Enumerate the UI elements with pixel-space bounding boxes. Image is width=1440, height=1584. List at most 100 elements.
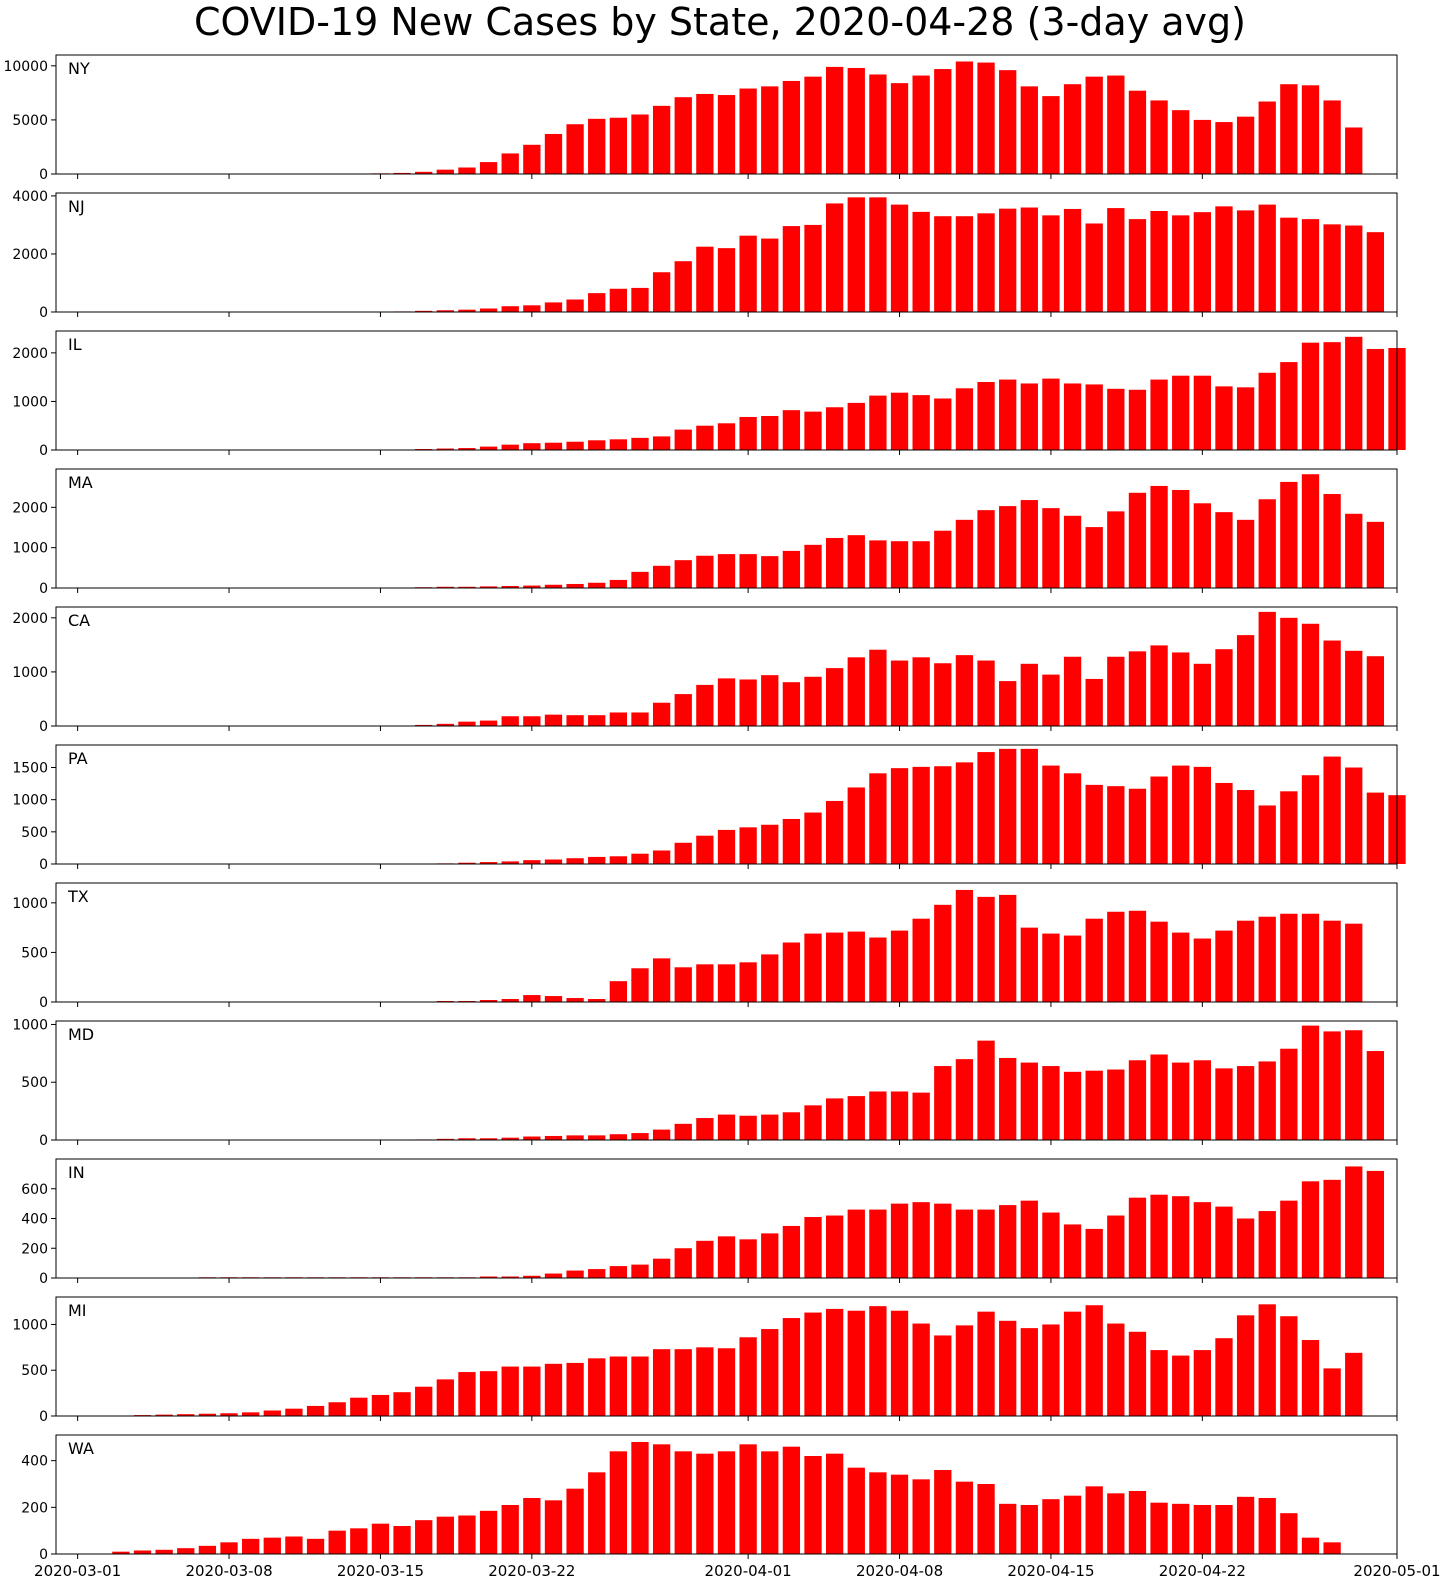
bar (761, 824, 779, 864)
bar (782, 80, 801, 174)
bar (479, 1510, 498, 1554)
bar (934, 1335, 952, 1416)
bar (999, 379, 1017, 450)
bar (696, 1240, 714, 1278)
bar (804, 224, 822, 312)
y-tick-label: 0 (39, 1547, 48, 1563)
state-label: NY (68, 59, 90, 78)
bar (739, 416, 757, 450)
bar (1128, 1491, 1147, 1554)
plot-frame (55, 744, 1398, 865)
bar (458, 1372, 476, 1416)
bar (1128, 1197, 1147, 1278)
bar (1280, 1316, 1298, 1416)
bar (566, 441, 584, 450)
bar (458, 862, 476, 864)
bar (1236, 1066, 1255, 1140)
bar (1258, 1061, 1276, 1140)
bar (1323, 494, 1341, 588)
bar (544, 714, 563, 726)
y-tick-label: 0 (39, 1133, 48, 1149)
bar (1085, 678, 1103, 726)
bar (1063, 208, 1082, 312)
y-tick-label: 4000 (12, 189, 48, 205)
bar (436, 448, 454, 450)
bar (912, 75, 930, 174)
bar (566, 583, 584, 588)
bar (523, 585, 541, 588)
bar (825, 668, 844, 726)
bar (1323, 100, 1341, 174)
y-tick-label: 400 (21, 1212, 48, 1228)
bar (1063, 773, 1082, 864)
bar (1258, 1211, 1276, 1278)
bar (501, 585, 519, 588)
bar (739, 1337, 757, 1416)
bar (1150, 379, 1168, 450)
bar (955, 655, 974, 726)
bar (804, 1312, 822, 1416)
bar (739, 1115, 757, 1140)
bar (1236, 116, 1255, 174)
bar (869, 1472, 887, 1554)
x-tick-label: 2020-05-01 (1353, 1562, 1440, 1580)
bar (1042, 96, 1060, 174)
bar (263, 1537, 281, 1554)
bar (825, 66, 844, 174)
bar (890, 1203, 909, 1279)
bar (350, 1397, 368, 1416)
bar (1345, 767, 1363, 864)
bar (761, 1233, 779, 1279)
bar (652, 1349, 671, 1416)
bar (1150, 1502, 1168, 1554)
bar (609, 117, 627, 174)
bar (501, 1366, 519, 1416)
bar (285, 1408, 303, 1416)
bar (696, 684, 714, 726)
bar (912, 1202, 930, 1278)
y-tick-label: 0 (39, 1409, 48, 1425)
bar (717, 678, 736, 726)
bar (739, 1239, 757, 1278)
y-tick-label: 500 (21, 945, 48, 961)
bar (1107, 911, 1125, 1002)
bar (1107, 656, 1125, 726)
bar (782, 226, 801, 312)
bar (934, 1066, 952, 1140)
bar (1085, 784, 1103, 864)
bar (1172, 375, 1190, 450)
bar (436, 1516, 454, 1554)
bar (1345, 225, 1363, 312)
bar (1258, 499, 1276, 588)
bar (1085, 527, 1103, 588)
panel-ma: 0 1000 2000 MA (12, 468, 1398, 597)
bar (1280, 617, 1298, 726)
bar (847, 1310, 865, 1416)
bar-series (112, 1304, 1363, 1416)
bar (1020, 500, 1038, 588)
bar (523, 1136, 541, 1140)
bar (1215, 1068, 1233, 1140)
bar (1345, 923, 1363, 1002)
bar (955, 519, 974, 588)
bar (1215, 512, 1233, 588)
bar (847, 1209, 865, 1278)
bar-series (112, 1442, 1341, 1554)
state-label: CA (68, 611, 90, 630)
bar (1042, 378, 1060, 450)
bar (1150, 485, 1168, 588)
bar (523, 995, 541, 1002)
bar (566, 124, 584, 174)
bar (825, 537, 844, 588)
bar (393, 1526, 411, 1554)
bar (825, 407, 844, 450)
bar (977, 382, 995, 450)
bar (1366, 792, 1385, 864)
y-tick-label: 1000 (12, 1317, 48, 1333)
bar (890, 1474, 909, 1554)
bar (890, 204, 909, 312)
bar (1085, 918, 1103, 1002)
bar (479, 1138, 498, 1140)
bar (955, 889, 974, 1002)
